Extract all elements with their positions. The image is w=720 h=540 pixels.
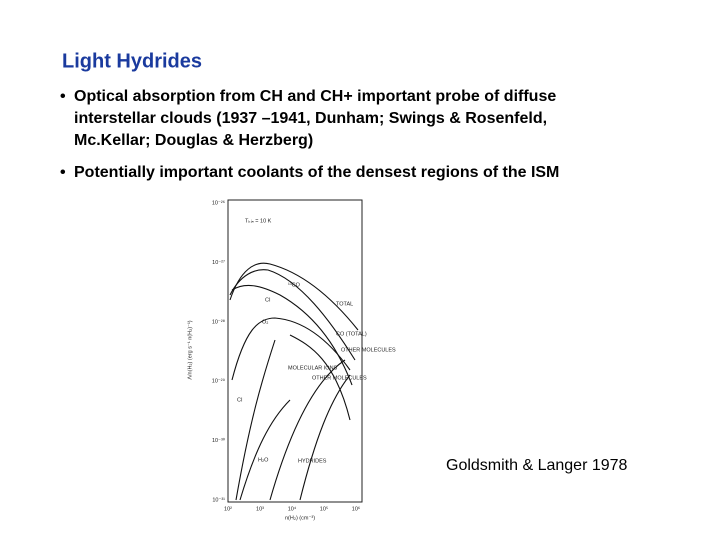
bullet-line: interstellar clouds (1937 –1941, Dunham;… <box>74 110 547 127</box>
figure-x-tick: 10⁵ <box>320 505 328 512</box>
figure-x-tick: 10⁶ <box>352 505 360 512</box>
figure-label: CO (TOTAL) <box>336 331 367 337</box>
citation: Goldsmith & Langer 1978 <box>446 457 628 474</box>
curve <box>239 399 291 501</box>
curve <box>289 334 351 421</box>
curve <box>231 317 351 381</box>
bullet-line: Optical absorption from CH and CH+ impor… <box>74 88 556 105</box>
bullet-marker: • <box>60 88 66 105</box>
curve <box>299 374 351 501</box>
figure-label: CI <box>237 397 243 403</box>
curve <box>235 339 276 501</box>
curve <box>229 269 356 361</box>
bullet-line: Potentially important coolants of the de… <box>74 164 559 181</box>
slide-title: Light Hydrides <box>62 50 202 72</box>
figure-x-tick: 10³ <box>256 506 264 512</box>
figure-label: OTHER MOLECULES <box>341 347 396 353</box>
figure-x-tick: 10² <box>224 506 232 512</box>
curve <box>229 262 359 331</box>
figure-frame <box>227 199 363 503</box>
figure-y-tick: 10⁻²⁸ <box>212 318 225 325</box>
bullet-marker: • <box>60 164 66 181</box>
figure-label: HYDRIDES <box>298 458 327 464</box>
figure-label: OTHER MOLECULES <box>312 375 367 381</box>
figure-label: ¹³CO <box>288 282 301 288</box>
figure-y-tick: 10⁻³⁰ <box>212 437 226 444</box>
figure-label: O₂ <box>262 319 268 325</box>
figure-label: Tₖᵢₙ = 10 K <box>245 218 272 224</box>
curve <box>269 359 346 501</box>
figure-x-tick: 10⁴ <box>288 505 297 512</box>
figure-label: TOTAL <box>336 301 353 307</box>
figure-y-tick: 10⁻²⁶ <box>212 199 225 206</box>
figure-x-label: n(H₂) (cm⁻³) <box>285 515 315 521</box>
figure <box>227 199 363 503</box>
figure-y-tick: 10⁻²⁷ <box>212 259 225 266</box>
figure-y-label: Λ/n(H₂) (erg s⁻¹ n(H₂)⁻¹) <box>187 320 193 379</box>
figure-y-tick: 10⁻³¹ <box>212 497 225 503</box>
figure-y-tick: 10⁻²⁹ <box>212 378 225 385</box>
figure-label: MOLECULAR IONS <box>288 365 338 371</box>
figure-label: CI <box>265 297 271 303</box>
figure-label: H₂O <box>258 457 269 463</box>
bullet-line: Mc.Kellar; Douglas & Herzberg) <box>74 132 313 149</box>
